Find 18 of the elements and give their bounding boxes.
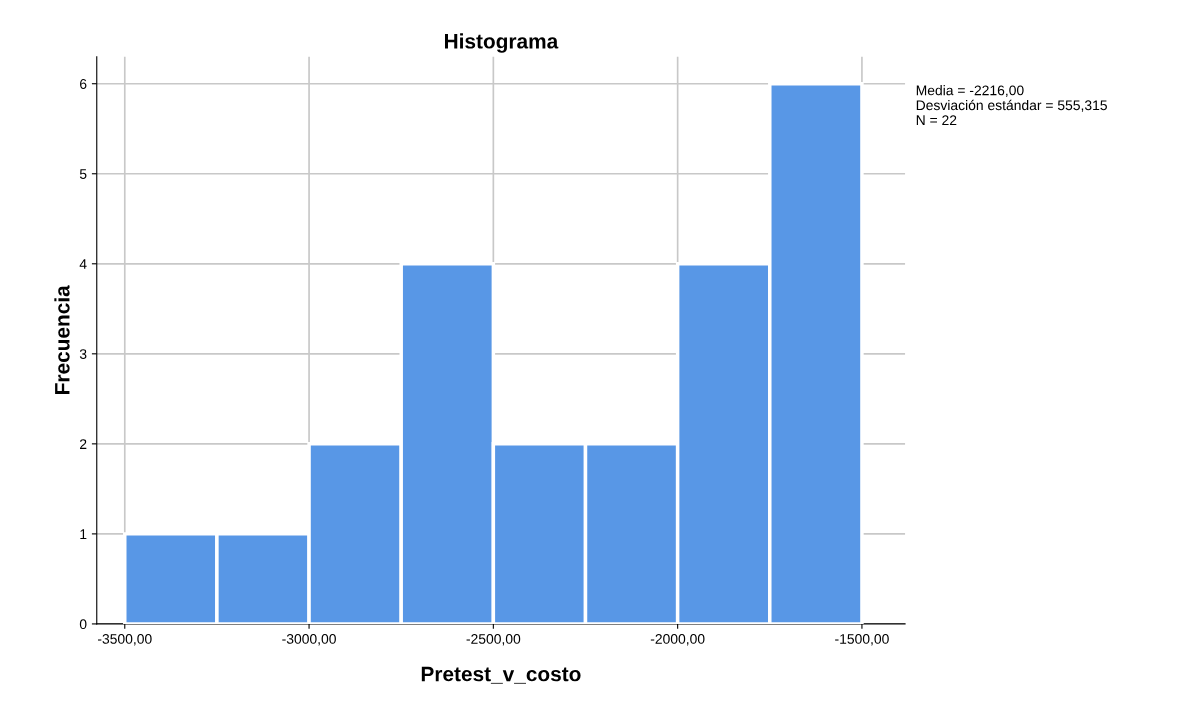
y-axis-title: Frecuencia bbox=[54, 285, 70, 394]
x-tick-label: -3000,00 bbox=[282, 634, 336, 646]
x-tick-label: -1500,00 bbox=[835, 634, 889, 646]
chart-title: Histograma bbox=[445, 33, 559, 53]
y-tick-label: 2 bbox=[80, 439, 87, 449]
y-tick-label: 3 bbox=[79, 349, 87, 359]
y-tick-label: 1 bbox=[80, 529, 87, 539]
x-axis-title: Pretest_v_costo bbox=[421, 666, 581, 684]
text: Desviación estándar = 555,315 bbox=[916, 99, 1107, 112]
y-tick-label: 0 bbox=[79, 619, 87, 630]
text: N = 22 bbox=[916, 115, 957, 125]
x-tick-label: -3500,00 bbox=[97, 634, 152, 646]
x-tick-label: -2500,00 bbox=[466, 634, 521, 646]
y-tick-label: 5 bbox=[79, 169, 87, 179]
y-tick-label: 4 bbox=[79, 259, 87, 269]
y-tick-label: 6 bbox=[80, 79, 87, 89]
text: Media = -2216,00 bbox=[916, 85, 1024, 97]
x-tick-label: -2000,00 bbox=[650, 634, 705, 646]
